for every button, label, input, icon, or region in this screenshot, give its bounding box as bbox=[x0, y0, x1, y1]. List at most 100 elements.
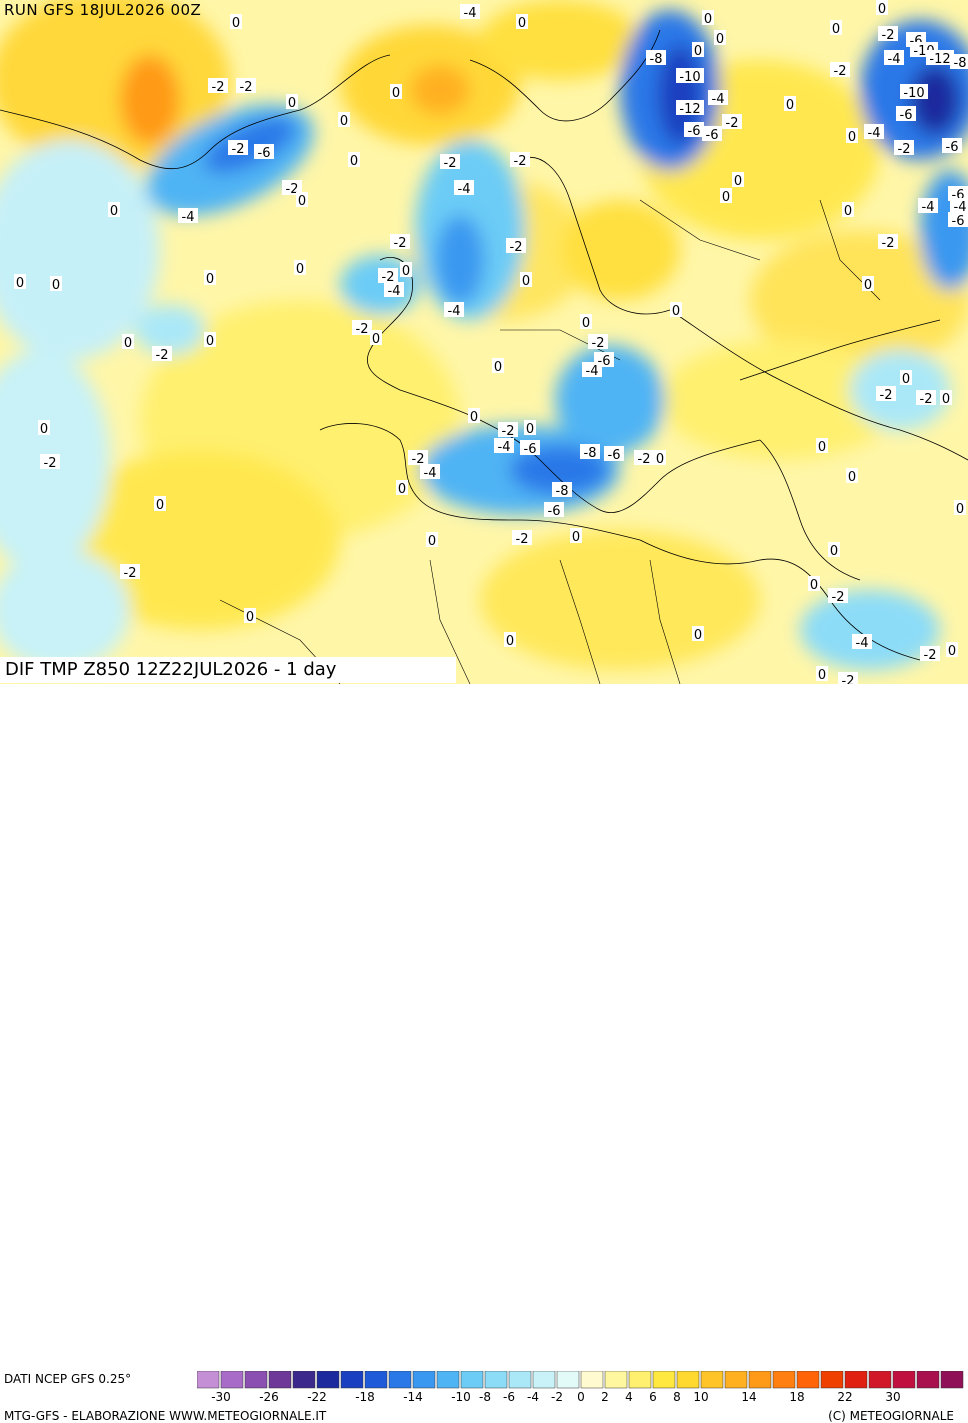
contour-label: -6 bbox=[702, 126, 722, 143]
svg-text:-2: -2 bbox=[232, 142, 245, 157]
contour-label: 0 bbox=[692, 42, 704, 59]
colorbar-swatch bbox=[556, 1371, 580, 1389]
contour-label: 0 bbox=[296, 192, 308, 209]
colorbar-swatch bbox=[580, 1371, 604, 1389]
svg-text:-2: -2 bbox=[880, 388, 893, 403]
contour-label: -2 bbox=[282, 180, 302, 197]
contour-label: 0 bbox=[784, 96, 796, 113]
svg-text:0: 0 bbox=[818, 668, 826, 683]
contour-label: 0 bbox=[244, 608, 256, 625]
svg-text:0: 0 bbox=[298, 194, 306, 209]
contour-label: 0 bbox=[396, 480, 408, 497]
svg-text:-8: -8 bbox=[584, 446, 597, 461]
svg-text:-2: -2 bbox=[394, 236, 407, 251]
contour-label: -6 bbox=[520, 440, 540, 457]
contour-label: 0 bbox=[204, 332, 216, 349]
colorbar-tick-label: 10 bbox=[693, 1390, 709, 1404]
svg-text:0: 0 bbox=[848, 470, 856, 485]
contour-label: -6 bbox=[942, 138, 962, 155]
colorbar-swatch bbox=[388, 1371, 412, 1389]
data-source: DATI NCEP GFS 0.25° bbox=[4, 1372, 132, 1386]
svg-text:-2: -2 bbox=[286, 182, 299, 197]
svg-text:-2: -2 bbox=[240, 80, 253, 95]
svg-text:-2: -2 bbox=[832, 590, 845, 605]
contour-label: 0 bbox=[426, 532, 438, 549]
contour-label: -8 bbox=[552, 482, 572, 499]
colorbar-tick-label: 4 bbox=[625, 1390, 633, 1404]
svg-text:-2: -2 bbox=[920, 392, 933, 407]
colorbar-swatch bbox=[868, 1371, 892, 1389]
temperature-anomaly-map: 0 -4 0 0 0 0 0 -2 -6 -10 0 -4 -12 -8 -2 -8 -10 -2 -2 0 0 -4 0-… bbox=[0, 0, 968, 684]
svg-text:-2: -2 bbox=[516, 532, 529, 547]
contour-label: 0 bbox=[714, 30, 726, 47]
svg-text:0: 0 bbox=[156, 498, 164, 513]
contour-label: 0 bbox=[370, 330, 382, 347]
contour-label: -2 bbox=[228, 140, 248, 157]
contour-label: 0 bbox=[338, 112, 350, 129]
contour-label: -2 bbox=[440, 154, 460, 171]
svg-text:0: 0 bbox=[704, 12, 712, 27]
svg-text:-2: -2 bbox=[514, 154, 527, 169]
contour-label: 0 bbox=[294, 260, 306, 277]
contour-label: -4 bbox=[460, 4, 480, 21]
svg-text:0: 0 bbox=[526, 422, 534, 437]
svg-text:-8: -8 bbox=[650, 52, 663, 67]
svg-text:0: 0 bbox=[340, 114, 348, 129]
svg-text:0: 0 bbox=[494, 360, 502, 375]
contour-label: 0 bbox=[828, 542, 840, 559]
svg-text:0: 0 bbox=[694, 628, 702, 643]
contour-label: -4 bbox=[708, 90, 728, 107]
contour-label: -6 bbox=[948, 212, 968, 229]
contour-label: 0 bbox=[702, 10, 714, 27]
svg-text:0: 0 bbox=[878, 2, 886, 17]
contour-label: -2 bbox=[878, 26, 898, 43]
colorbar-swatch bbox=[796, 1371, 820, 1389]
contour-label: 0 bbox=[808, 576, 820, 593]
colorbar-tick-label: -30 bbox=[211, 1390, 231, 1404]
colorbar-tick-label: -8 bbox=[479, 1390, 491, 1404]
contour-label: -2 bbox=[916, 390, 936, 407]
svg-text:0: 0 bbox=[830, 544, 838, 559]
contour-label: -4 bbox=[864, 124, 884, 141]
svg-text:0: 0 bbox=[398, 482, 406, 497]
svg-text:0: 0 bbox=[124, 336, 132, 351]
contour-label: 0 bbox=[816, 666, 828, 683]
svg-text:-6: -6 bbox=[900, 108, 913, 123]
svg-text:-2: -2 bbox=[592, 336, 605, 351]
svg-text:0: 0 bbox=[864, 278, 872, 293]
svg-text:0: 0 bbox=[844, 204, 852, 219]
svg-text:0: 0 bbox=[518, 16, 526, 31]
contour-label: -2 bbox=[588, 334, 608, 351]
contour-label: 0 bbox=[468, 408, 480, 425]
colorbar-swatch bbox=[820, 1371, 844, 1389]
contour-label: -4 bbox=[918, 198, 938, 215]
svg-text:-10: -10 bbox=[679, 70, 700, 85]
svg-text:0: 0 bbox=[716, 32, 724, 47]
svg-text:0: 0 bbox=[40, 422, 48, 437]
colorbar-swatch bbox=[844, 1371, 868, 1389]
svg-text:0: 0 bbox=[428, 534, 436, 549]
svg-text:-2: -2 bbox=[124, 566, 137, 581]
colorbar-swatch bbox=[364, 1371, 388, 1389]
colorbar-swatch bbox=[724, 1371, 748, 1389]
contour-label: -2 bbox=[722, 114, 742, 131]
legend-panel: DATI NCEP GFS 0.25° -30 -26 -22 -18 -14 -10 -8… bbox=[0, 684, 968, 1423]
coastlines bbox=[0, 29, 968, 661]
contour-label: 0 bbox=[50, 276, 62, 293]
colorbar-tick-label: 2 bbox=[601, 1390, 609, 1404]
contour-label: 0 bbox=[520, 272, 532, 289]
contour-label: 0 bbox=[400, 262, 412, 279]
contour-label: -4 bbox=[384, 282, 404, 299]
svg-text:-4: -4 bbox=[424, 466, 437, 481]
contour-label: 0 bbox=[154, 496, 166, 513]
colorbar-swatch bbox=[220, 1371, 244, 1389]
map-title: DIF TMP Z850 12Z22JUL2026 - 1 day bbox=[0, 657, 456, 683]
contour-label: 0 bbox=[876, 0, 888, 17]
svg-text:-4: -4 bbox=[712, 92, 725, 107]
svg-text:-10: -10 bbox=[903, 86, 924, 101]
svg-text:0: 0 bbox=[52, 278, 60, 293]
svg-text:0: 0 bbox=[110, 204, 118, 219]
svg-text:-4: -4 bbox=[922, 200, 935, 215]
svg-text:0: 0 bbox=[948, 644, 956, 659]
